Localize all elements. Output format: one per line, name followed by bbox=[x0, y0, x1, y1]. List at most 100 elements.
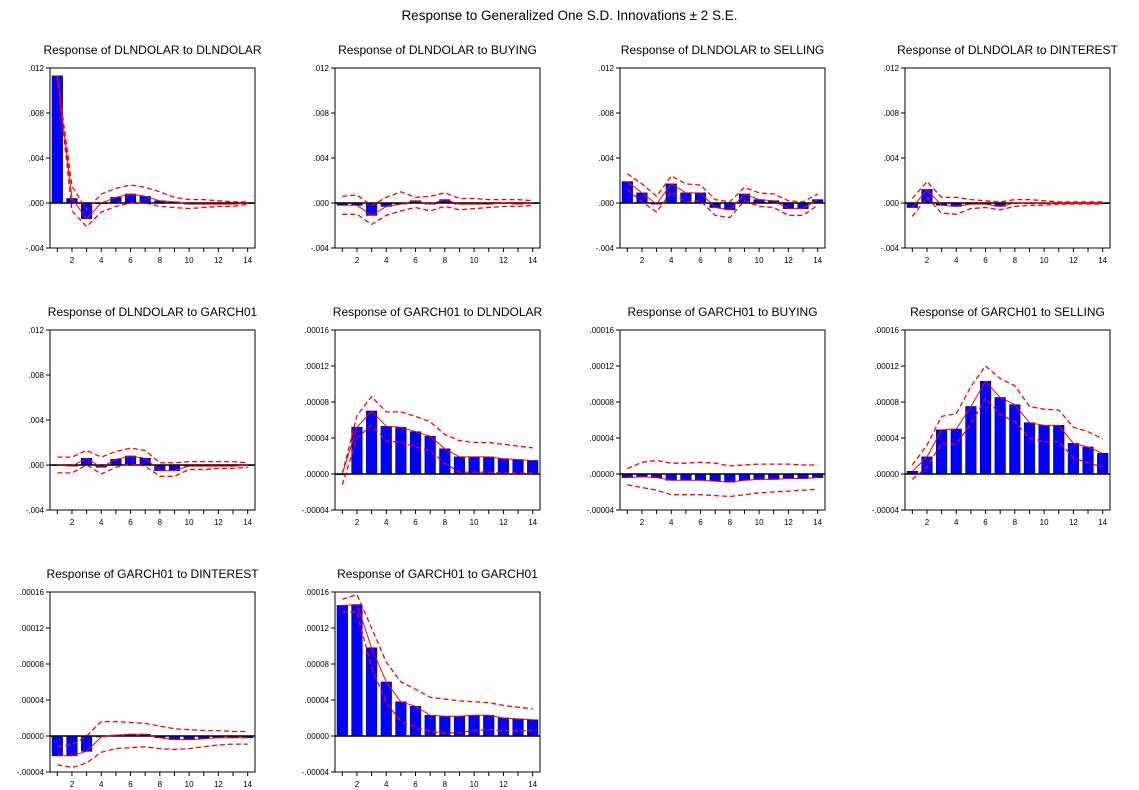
plot-frame bbox=[904, 67, 1111, 249]
x-tick-label: 14 bbox=[1098, 518, 1107, 527]
bar bbox=[694, 473, 707, 481]
bar bbox=[336, 605, 348, 737]
bar bbox=[782, 202, 794, 209]
x-tick-label: 14 bbox=[243, 518, 252, 527]
bar bbox=[483, 714, 495, 737]
x-tick-label: 12 bbox=[214, 780, 223, 789]
y-tick-label: .00008 bbox=[305, 398, 330, 407]
irf-panel: Response of GARCH01 to GARCH01 .00016 .000… bbox=[302, 567, 541, 789]
lower-band-line bbox=[626, 189, 819, 219]
bar bbox=[724, 473, 736, 483]
y-tick-label: .00000 bbox=[20, 732, 45, 741]
y-tick-label: .012 bbox=[28, 64, 44, 73]
y-tick-label: .000 bbox=[28, 461, 44, 470]
x-tick-label: 4 bbox=[954, 518, 959, 527]
bar bbox=[665, 183, 677, 204]
upper-band-line bbox=[57, 447, 248, 464]
y-tick-label: .00016 bbox=[20, 588, 45, 597]
y-tick-label: .00004 bbox=[875, 434, 900, 443]
panel-title: Response of DLNDOLAR to BUYING bbox=[338, 43, 537, 57]
bar bbox=[680, 473, 692, 481]
x-tick-label: 6 bbox=[983, 256, 988, 265]
x-tick-label: 4 bbox=[384, 518, 389, 527]
x-tick-label: 2 bbox=[640, 518, 645, 527]
x-tick-label: 10 bbox=[470, 256, 479, 265]
x-tick-label: 2 bbox=[355, 256, 360, 265]
upper-band-line bbox=[56, 75, 248, 211]
x-tick-label: 4 bbox=[384, 256, 389, 265]
y-tick-label: .00004 bbox=[305, 696, 330, 705]
y-tick-label: .000 bbox=[883, 199, 899, 208]
x-tick-label: 12 bbox=[784, 256, 793, 265]
bar bbox=[110, 197, 122, 204]
bar bbox=[497, 717, 509, 737]
panel-title: Response of DLNDOLAR to DINTEREST bbox=[897, 43, 1118, 57]
y-tick-label: .00008 bbox=[305, 660, 330, 669]
y-tick-label: .00012 bbox=[305, 624, 330, 633]
y-tick-label: .012 bbox=[598, 64, 614, 73]
upper-band-line bbox=[342, 593, 533, 710]
x-tick-label: 10 bbox=[470, 780, 479, 789]
y-tick-label: .012 bbox=[313, 64, 329, 73]
x-tick-label: 12 bbox=[1069, 256, 1078, 265]
x-tick-label: 6 bbox=[413, 518, 418, 527]
plot-frame bbox=[49, 591, 256, 773]
panel-title: Response of GARCH01 to DLNDOLAR bbox=[333, 305, 543, 319]
y-tick-label: .00004 bbox=[20, 696, 45, 705]
x-tick-label: 10 bbox=[185, 780, 194, 789]
y-tick-label: .012 bbox=[883, 64, 899, 73]
bar bbox=[738, 473, 751, 481]
x-tick-label: 6 bbox=[413, 780, 418, 789]
upper-band-line bbox=[626, 173, 819, 203]
x-tick-label: 2 bbox=[640, 256, 645, 265]
x-tick-label: 2 bbox=[925, 256, 930, 265]
x-tick-label: 12 bbox=[1069, 518, 1078, 527]
x-tick-label: 14 bbox=[813, 518, 822, 527]
y-tick-label: .00016 bbox=[875, 326, 900, 335]
y-tick-label: -.004 bbox=[881, 244, 900, 253]
bar bbox=[409, 705, 422, 737]
bar bbox=[1053, 425, 1065, 475]
irf-panel: Response of GARCH01 to DINTEREST.00016 .0… bbox=[17, 567, 259, 789]
y-tick-label: .008 bbox=[28, 109, 44, 118]
x-tick-label: 14 bbox=[1098, 256, 1107, 265]
y-tick-label: .004 bbox=[313, 154, 329, 163]
bar bbox=[921, 456, 933, 475]
x-tick-label: 8 bbox=[443, 780, 448, 789]
x-tick-label: 14 bbox=[528, 780, 537, 789]
upper-band-line bbox=[911, 180, 1103, 203]
bar bbox=[483, 456, 495, 475]
lower-band-line bbox=[911, 397, 1103, 480]
x-tick-label: 8 bbox=[443, 256, 448, 265]
upper-band-line bbox=[911, 365, 1103, 466]
x-tick-label: 6 bbox=[128, 780, 133, 789]
x-tick-label: 14 bbox=[243, 780, 252, 789]
bar bbox=[395, 426, 407, 475]
lower-band-line bbox=[342, 611, 533, 734]
x-tick-label: 2 bbox=[70, 780, 75, 789]
panel-title: Response of DLNDOLAR to SELLING bbox=[621, 43, 824, 57]
x-tick-label: 6 bbox=[128, 518, 133, 527]
x-tick-label: 4 bbox=[669, 256, 674, 265]
y-tick-label: -.00004 bbox=[302, 506, 330, 515]
y-tick-label: -.00004 bbox=[17, 768, 45, 777]
panel-title: Response of GARCH01 to BUYING bbox=[627, 305, 817, 319]
x-tick-label: 4 bbox=[954, 256, 959, 265]
irf-panel: Response of DLNDOLAR to BUYING .012 .008 .0… bbox=[311, 43, 541, 265]
response-line bbox=[911, 380, 1103, 472]
bar bbox=[950, 428, 962, 475]
y-tick-label: .004 bbox=[28, 154, 44, 163]
bar bbox=[366, 647, 378, 737]
x-tick-label: 8 bbox=[158, 518, 163, 527]
x-tick-label: 4 bbox=[99, 780, 104, 789]
y-tick-label: .00004 bbox=[305, 434, 330, 443]
x-tick-label: 14 bbox=[813, 256, 822, 265]
lower-band-line bbox=[57, 463, 248, 477]
x-tick-label: 8 bbox=[728, 256, 733, 265]
y-tick-label: .00016 bbox=[305, 326, 330, 335]
bar bbox=[395, 701, 407, 737]
x-tick-label: 10 bbox=[755, 518, 764, 527]
bar bbox=[366, 410, 378, 475]
y-tick-label: -.00004 bbox=[587, 506, 615, 515]
